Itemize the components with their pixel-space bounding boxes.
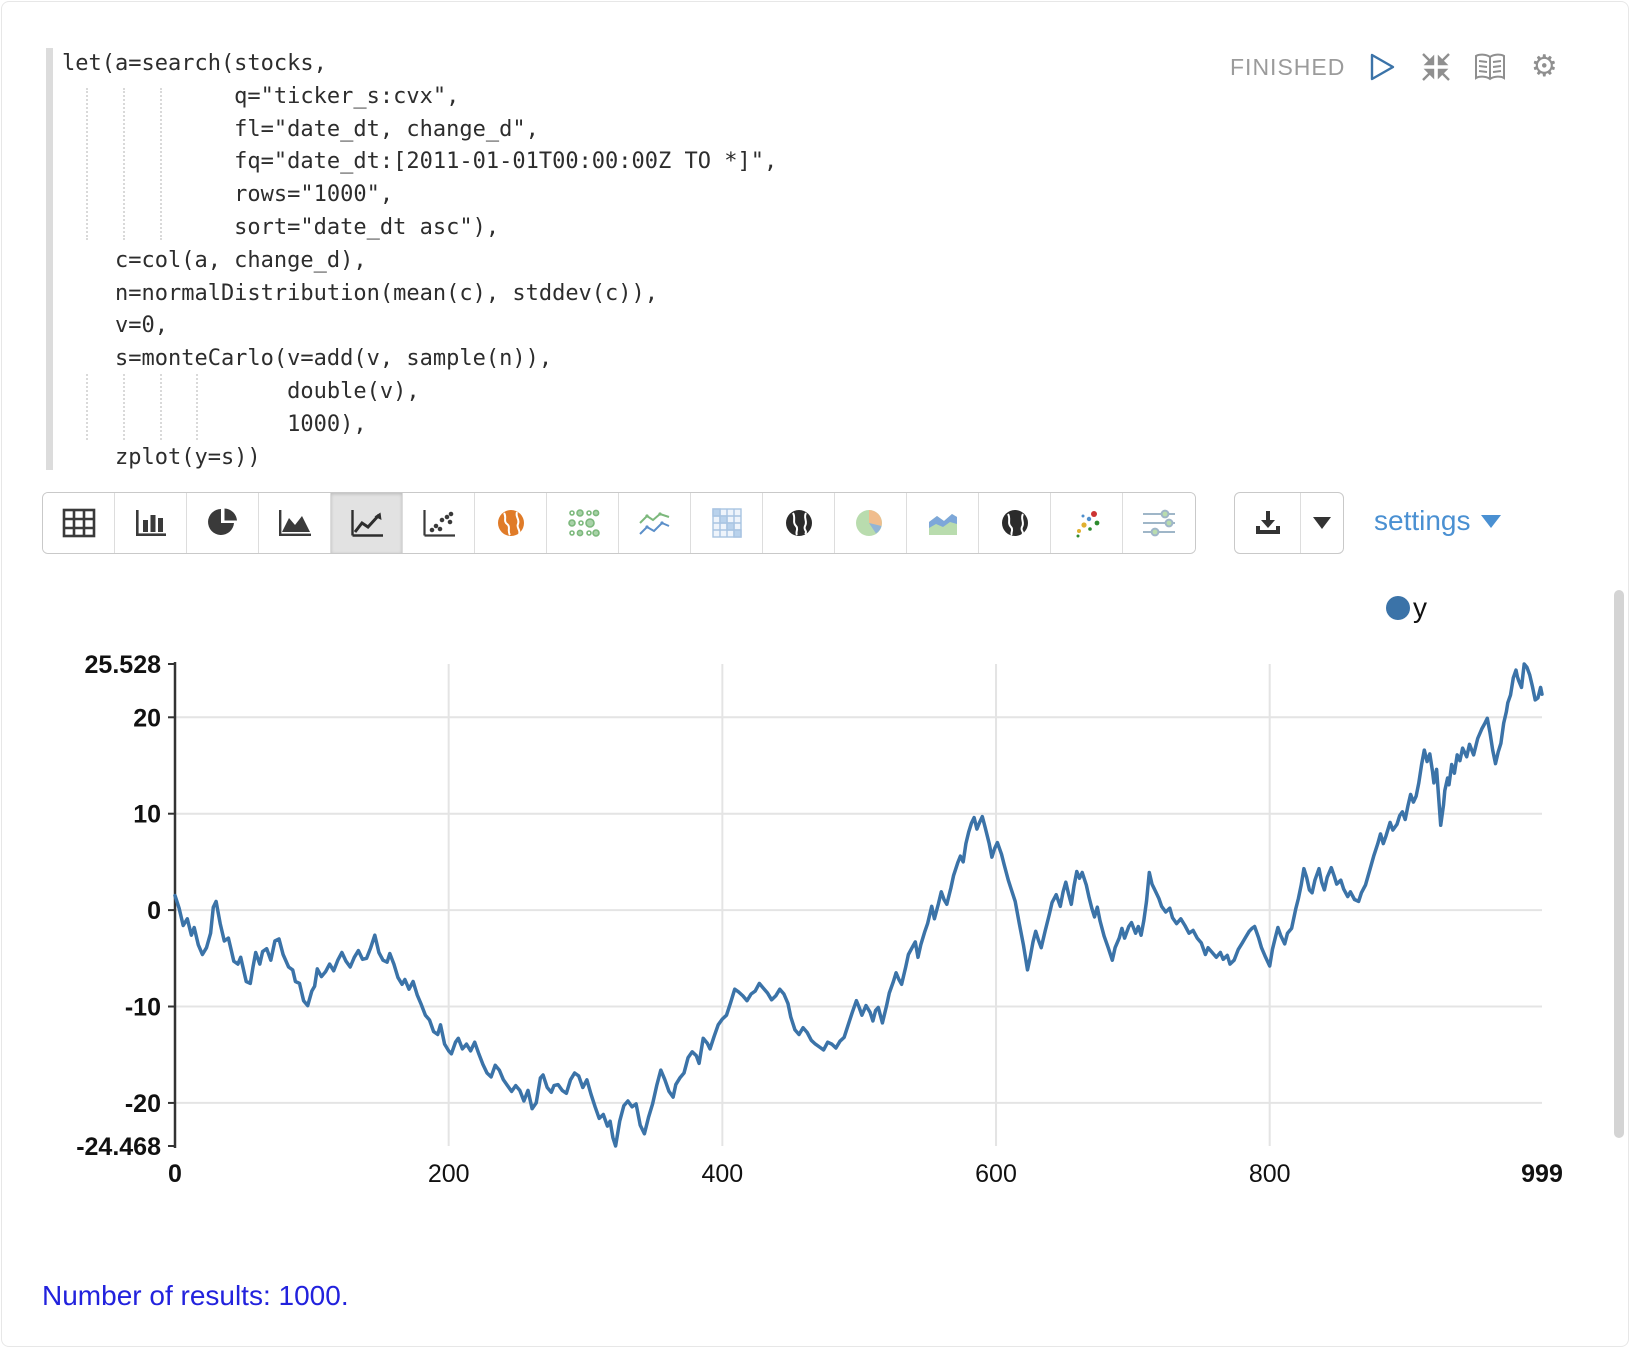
- scrollbar-thumb[interactable]: [1614, 590, 1624, 1138]
- dot-grid-button[interactable]: [547, 493, 619, 553]
- area-chart-button[interactable]: [259, 493, 331, 553]
- svg-text:0: 0: [147, 897, 161, 925]
- legend-label: y: [1413, 592, 1427, 623]
- download-button-group: [1234, 492, 1344, 554]
- download-caret-button[interactable]: [1301, 493, 1343, 553]
- svg-text:20: 20: [133, 704, 161, 732]
- pie-chart-button[interactable]: [187, 493, 259, 553]
- result-count-text: Number of results: 1000.: [42, 1280, 349, 1311]
- globe-button[interactable]: [763, 493, 835, 553]
- download-button[interactable]: [1235, 493, 1301, 553]
- run-icon[interactable]: [1365, 50, 1399, 84]
- indent-guide: [160, 374, 162, 440]
- legend-dot: [1386, 596, 1410, 620]
- collapse-icon[interactable]: [1419, 50, 1453, 84]
- area-pastel-button[interactable]: [907, 493, 979, 553]
- chart-legend[interactable]: y: [1386, 592, 1427, 624]
- svg-text:400: 400: [701, 1160, 743, 1188]
- pie-pastel-button[interactable]: [835, 493, 907, 553]
- editor-left-bar: [46, 48, 53, 470]
- output-book-icon[interactable]: [1473, 50, 1507, 84]
- table-button[interactable]: [43, 493, 115, 553]
- scatter-chart-button[interactable]: [403, 493, 475, 553]
- settings-label: settings: [1374, 505, 1471, 536]
- svg-text:800: 800: [1249, 1160, 1291, 1188]
- bubble-scatter-button[interactable]: [1051, 493, 1123, 553]
- svg-text:25.528: 25.528: [85, 651, 162, 679]
- indent-guide: [160, 88, 162, 240]
- indent-guide: [123, 374, 125, 440]
- line-chart-button[interactable]: [331, 493, 403, 553]
- indent-guide: [86, 374, 88, 440]
- status-badge: FINISHED: [1230, 53, 1346, 80]
- chart-type-toolbar: [42, 492, 1196, 554]
- indent-guide: [123, 88, 125, 240]
- sliders-button[interactable]: [1123, 493, 1195, 553]
- globe-2-button[interactable]: [979, 493, 1051, 553]
- grid-heatmap-button[interactable]: [691, 493, 763, 553]
- indent-guide: [196, 374, 198, 440]
- indent-guide: [86, 88, 88, 240]
- svg-text:0: 0: [168, 1160, 182, 1188]
- code-editor[interactable]: let(a=search(stocks, q="ticker_s:cvx", f…: [62, 51, 778, 470]
- multi-line-button[interactable]: [619, 493, 691, 553]
- svg-text:-20: -20: [125, 1090, 161, 1118]
- svg-text:-24.468: -24.468: [76, 1133, 161, 1161]
- svg-text:600: 600: [975, 1160, 1017, 1188]
- bar-chart-button[interactable]: [115, 493, 187, 553]
- chevron-down-icon: [1480, 514, 1501, 528]
- gear-icon[interactable]: ⚙: [1530, 49, 1558, 84]
- svg-text:10: 10: [133, 801, 161, 829]
- svg-text:200: 200: [428, 1160, 470, 1188]
- settings-link[interactable]: settings: [1374, 505, 1501, 537]
- svg-text:999: 999: [1521, 1160, 1563, 1188]
- svg-text:-10: -10: [125, 994, 161, 1022]
- map-orange-button[interactable]: [475, 493, 547, 553]
